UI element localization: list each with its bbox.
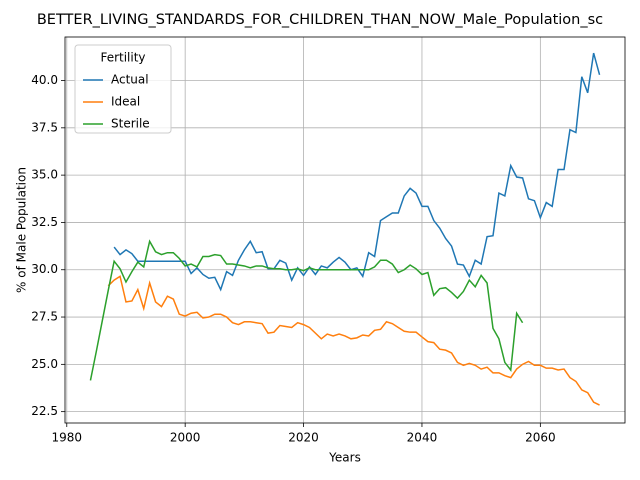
x-tick-label: 2000 [170,431,201,445]
y-tick-label: 30.0 [31,262,58,276]
legend-box [74,44,172,134]
legend-label: Sterile [111,117,150,131]
plot-frame [64,36,626,424]
series-line [89,239,524,381]
y-tick-label: 40.0 [31,73,58,87]
x-tick-label: 2040 [407,431,438,445]
y-tick-label: 27.5 [31,310,58,324]
x-axis-label: Years [328,451,361,465]
legend: Fertility Actual Ideal Sterile [74,44,172,134]
legend-title: Fertility [100,51,145,65]
y-tick-label: 22.5 [31,404,58,418]
legend-label: Ideal [111,95,140,109]
y-tick-label: 25.0 [31,357,58,371]
legend-label: Actual [111,73,149,87]
series-line [107,275,600,406]
y-axis-label: % of Male Population [15,167,29,293]
x-tick-label: 2060 [525,431,556,445]
x-tick-label: 2020 [288,431,319,445]
chart-title: BETTER_LIVING_STANDARDS_FOR_CHILDREN_THA… [37,12,603,28]
y-tick-label: 37.5 [31,120,58,134]
y-tick-label: 35.0 [31,168,58,182]
x-tick-label: 1980 [52,431,83,445]
y-tick-label: 32.5 [31,215,58,229]
series-line [113,52,601,292]
